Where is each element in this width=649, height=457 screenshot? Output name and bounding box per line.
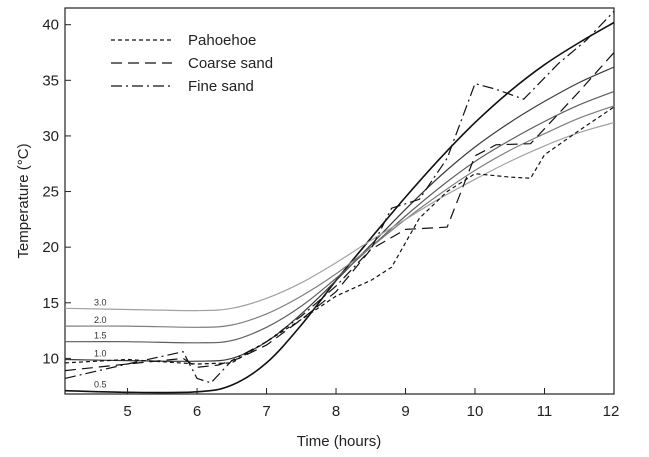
plot-frame bbox=[64, 7, 615, 395]
curve-label-2-0: 2.0 bbox=[94, 315, 107, 325]
y-axis-ticks: 10 15 20 25 30 35 40 bbox=[42, 17, 71, 367]
curve-labels: 0.5 1.0 1.5 2.0 3.0 bbox=[94, 297, 107, 389]
legend-label-fine-sand: Fine sand bbox=[188, 78, 254, 95]
y-tick-label: 10 bbox=[42, 350, 59, 367]
y-tick-label: 40 bbox=[42, 17, 59, 34]
x-tick-label: 10 bbox=[467, 403, 484, 420]
x-tick-label: 9 bbox=[401, 403, 409, 420]
y-tick-label: 35 bbox=[42, 72, 59, 89]
legend-label-coarse-sand: Coarse sand bbox=[188, 55, 273, 72]
x-tick-label: 8 bbox=[332, 403, 340, 420]
measured-curve-coarse-sand bbox=[64, 52, 615, 372]
y-axis-label: Temperature (°C) bbox=[15, 143, 32, 258]
x-axis-ticks: 5 6 7 8 9 10 11 12 bbox=[123, 388, 619, 420]
y-tick-label: 15 bbox=[42, 295, 59, 312]
x-tick-label: 11 bbox=[537, 403, 553, 420]
y-tick-label: 20 bbox=[42, 239, 59, 256]
measured-curves bbox=[64, 10, 615, 384]
measured-curve-fine-sand bbox=[64, 10, 615, 384]
model-curves bbox=[64, 21, 615, 394]
x-axis-label: Time (hours) bbox=[297, 433, 381, 450]
model-curve-1-0 bbox=[64, 66, 615, 362]
legend-label-pahoehoe: Pahoehoe bbox=[188, 32, 256, 49]
curve-label-1-5: 1.5 bbox=[94, 331, 107, 341]
curve-label-3-0: 3.0 bbox=[94, 297, 107, 307]
x-tick-label: 12 bbox=[603, 403, 620, 420]
model-curve-3-0 bbox=[64, 122, 615, 312]
measured-curve-pahoehoe bbox=[64, 106, 615, 365]
model-curve-2-0 bbox=[64, 105, 615, 328]
model-curve-0-5 bbox=[64, 21, 615, 394]
curve-label-0-5: 0.5 bbox=[94, 380, 107, 390]
model-curve-1-5 bbox=[64, 90, 615, 344]
x-tick-label: 5 bbox=[123, 403, 131, 420]
x-tick-label: 7 bbox=[262, 403, 270, 420]
legend: Pahoehoe Coarse sand Fine sand bbox=[111, 32, 273, 95]
x-tick-label: 6 bbox=[193, 403, 201, 420]
y-tick-label: 25 bbox=[42, 184, 59, 201]
curve-label-1-0: 1.0 bbox=[94, 349, 107, 359]
y-tick-label: 30 bbox=[42, 128, 59, 145]
